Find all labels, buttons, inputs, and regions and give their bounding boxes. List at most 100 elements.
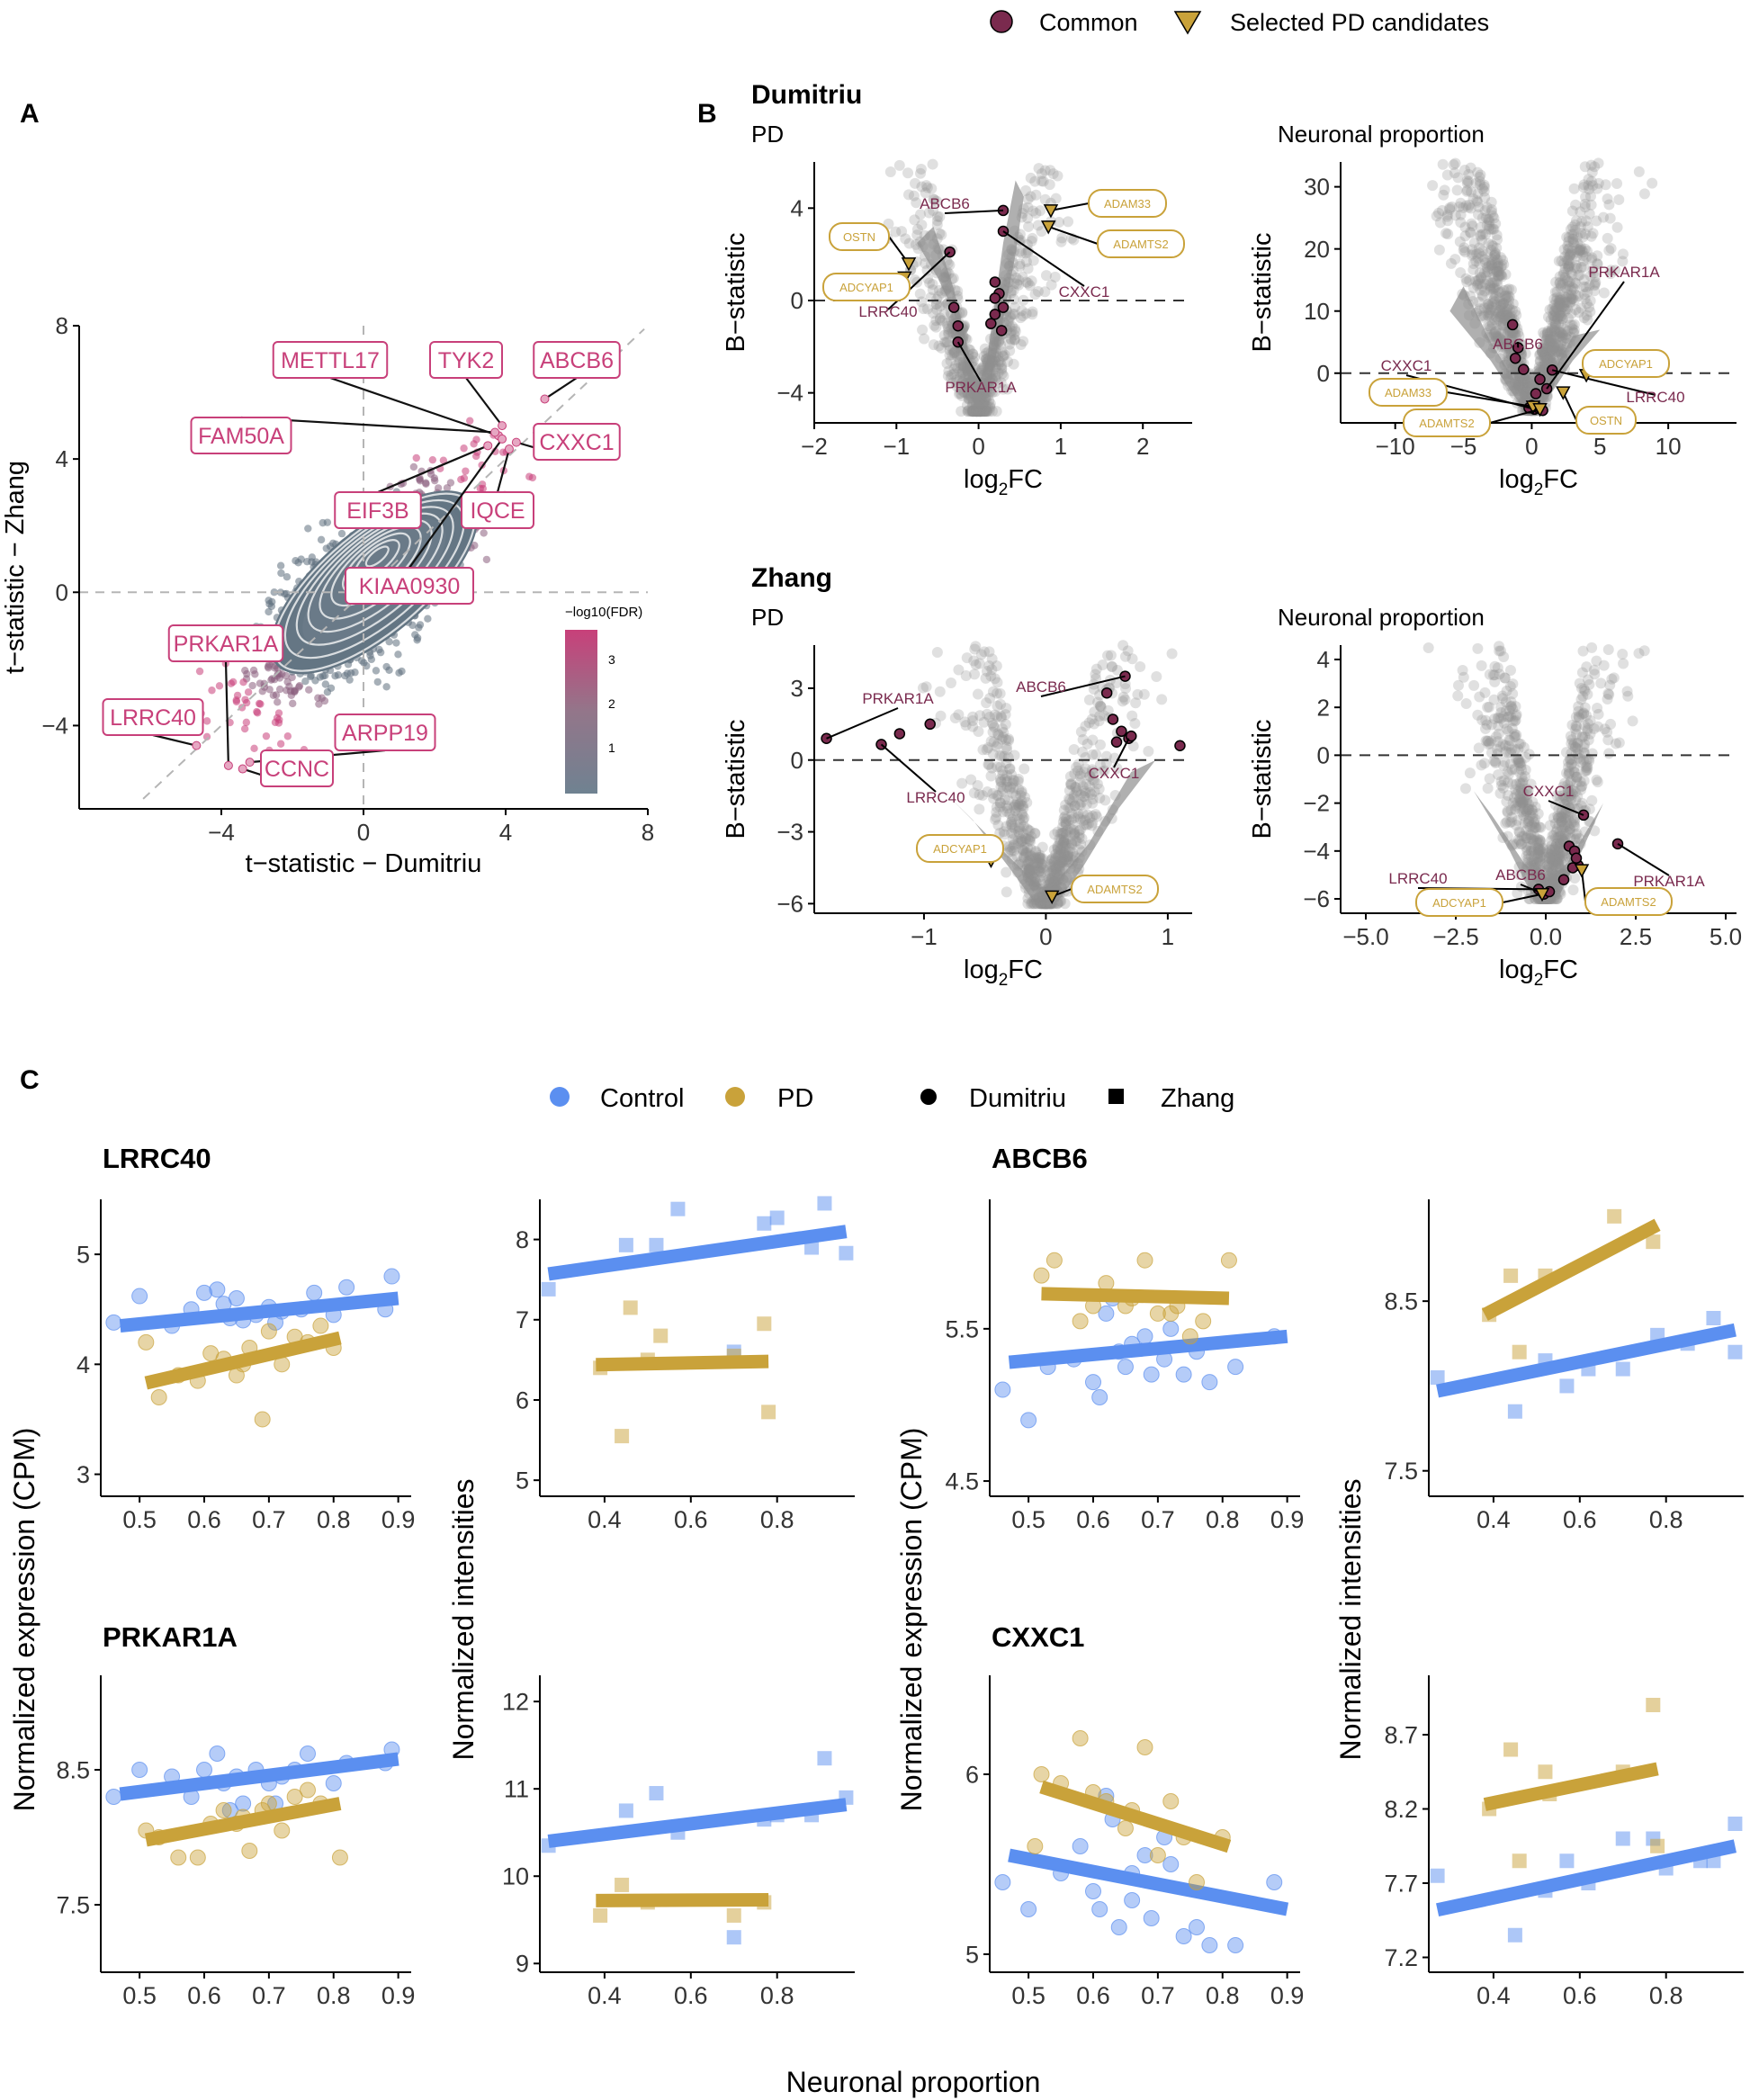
b-point bbox=[1567, 884, 1579, 896]
a-label-box bbox=[334, 713, 436, 751]
b-x-tick-label: −2 bbox=[801, 433, 828, 460]
b-point bbox=[1036, 226, 1047, 238]
b-point bbox=[1468, 679, 1480, 691]
b-point bbox=[1036, 175, 1047, 187]
b-y-axis-title: B−statistic bbox=[722, 720, 750, 839]
b-point bbox=[992, 677, 1003, 688]
b-point bbox=[997, 383, 1009, 395]
b-point bbox=[1002, 733, 1014, 745]
b-point bbox=[967, 715, 979, 727]
b-point bbox=[947, 377, 958, 389]
b-common-point bbox=[985, 318, 997, 329]
b-point bbox=[1005, 334, 1017, 346]
b-point bbox=[974, 658, 985, 669]
b-point bbox=[1011, 278, 1023, 290]
b-point bbox=[934, 211, 946, 223]
b-point bbox=[991, 406, 1002, 417]
b-point bbox=[1569, 873, 1581, 884]
b-point bbox=[1470, 177, 1482, 189]
a-point bbox=[331, 671, 339, 680]
b-point bbox=[1556, 310, 1567, 322]
b-point bbox=[1452, 690, 1464, 702]
a-label-box bbox=[461, 491, 534, 529]
b-point bbox=[984, 400, 996, 412]
b-point bbox=[969, 643, 981, 655]
b-point bbox=[1512, 814, 1523, 826]
a-label-box bbox=[190, 417, 292, 454]
b-point bbox=[1087, 749, 1099, 760]
b-point bbox=[1008, 358, 1019, 370]
legend-dumitriu-label: Dumitriu bbox=[969, 1084, 1066, 1113]
b-gene-label-abcb6: ABCB6 bbox=[920, 195, 970, 212]
b-point bbox=[1015, 790, 1027, 802]
b-point bbox=[967, 406, 979, 417]
a-point bbox=[315, 700, 323, 708]
a-point bbox=[343, 669, 352, 678]
b-point bbox=[942, 320, 954, 332]
b-point bbox=[1436, 205, 1448, 217]
b-y-tick-label: −3 bbox=[776, 819, 803, 846]
a-point bbox=[239, 678, 247, 687]
legend-zhang-marker bbox=[1108, 1089, 1124, 1104]
b-point bbox=[928, 307, 939, 319]
b-point bbox=[911, 223, 923, 235]
b-point bbox=[1449, 254, 1461, 265]
b-point bbox=[924, 277, 936, 289]
b-point bbox=[917, 324, 929, 336]
b-point bbox=[956, 368, 967, 380]
b-point bbox=[1582, 221, 1593, 233]
b-point bbox=[1494, 304, 1505, 316]
b-point bbox=[963, 404, 974, 416]
a-label-leader bbox=[465, 377, 503, 426]
b-point bbox=[1483, 298, 1494, 310]
b-y-tick-label: 3 bbox=[791, 675, 803, 702]
b-point bbox=[1130, 697, 1142, 709]
b-common-point bbox=[997, 301, 1010, 313]
a-density-contour bbox=[283, 498, 465, 660]
a-point bbox=[319, 672, 328, 680]
b-point bbox=[1019, 763, 1030, 775]
b-point bbox=[1004, 345, 1016, 356]
b-point bbox=[956, 373, 968, 385]
b-point bbox=[1564, 242, 1575, 254]
b-point bbox=[1009, 278, 1020, 290]
b-point bbox=[1105, 650, 1117, 661]
b-point bbox=[967, 405, 979, 417]
b-point bbox=[1550, 346, 1562, 357]
b-x-axis-title-tail: FC bbox=[1008, 956, 1043, 984]
a-point bbox=[215, 682, 224, 690]
b-point bbox=[1490, 332, 1502, 344]
b-point bbox=[1005, 310, 1017, 322]
b-point bbox=[951, 377, 963, 389]
b-dataset-title: Dumitriu bbox=[751, 80, 862, 110]
b-point bbox=[921, 265, 933, 276]
b-point bbox=[902, 189, 914, 201]
b-candidate-label-adam33: ADAM33 bbox=[1385, 386, 1431, 399]
b-point bbox=[928, 339, 939, 351]
a-point bbox=[287, 691, 296, 700]
a-y-tick-label: −4 bbox=[41, 713, 68, 740]
b-point bbox=[1472, 709, 1484, 721]
b-x-tick-label: 0 bbox=[972, 433, 984, 460]
b-common-point bbox=[1107, 713, 1119, 725]
b-point bbox=[980, 672, 992, 684]
legend-common-marker bbox=[990, 10, 1013, 33]
b-point bbox=[1422, 642, 1434, 653]
b-point bbox=[1013, 773, 1025, 785]
b-point bbox=[1011, 850, 1023, 862]
a-point bbox=[238, 704, 247, 712]
a-point bbox=[311, 677, 319, 685]
b-point bbox=[1022, 202, 1034, 213]
b-x-tick-label: 2 bbox=[1136, 433, 1149, 460]
a-label-arpp19: ARPP19 bbox=[342, 721, 428, 746]
b-point bbox=[943, 323, 955, 335]
a-point bbox=[277, 569, 285, 578]
a-point bbox=[288, 673, 296, 682]
b-gene-label-cxxc1: CXXC1 bbox=[1089, 765, 1140, 782]
b-point bbox=[934, 686, 946, 697]
b-point bbox=[1050, 193, 1062, 204]
b-point bbox=[984, 398, 996, 409]
b-point bbox=[1568, 183, 1580, 194]
b-point bbox=[968, 406, 980, 417]
